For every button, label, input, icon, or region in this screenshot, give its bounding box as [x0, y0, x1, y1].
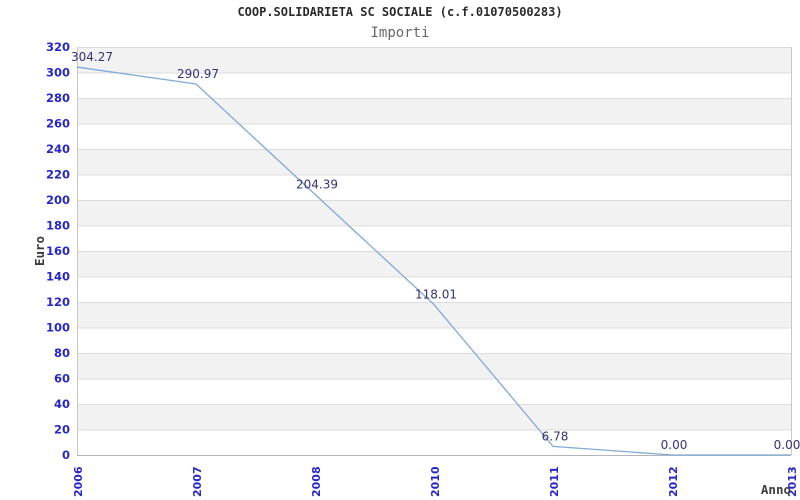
y-tick-label: 220 — [46, 168, 70, 182]
y-axis-title: Euro — [32, 236, 47, 266]
y-tick-label: 40 — [54, 397, 70, 411]
y-tick-label: 160 — [46, 244, 70, 258]
y-tick-label: 140 — [46, 270, 70, 284]
y-tick-label: 300 — [46, 66, 70, 80]
point-label: 6.78 — [542, 429, 569, 443]
x-tick-label: 2006 — [72, 466, 85, 497]
y-tick-label: 60 — [54, 372, 70, 386]
y-tick-label: 0 — [62, 448, 70, 462]
x-tick-label: 2011 — [548, 466, 561, 497]
grid-band — [77, 404, 791, 430]
x-tick-label: 2010 — [429, 466, 442, 497]
point-label: 304.27 — [71, 50, 113, 64]
x-tick-label: 2013 — [786, 466, 799, 497]
point-label: 204.39 — [296, 177, 338, 191]
y-tick-label: 260 — [46, 117, 70, 131]
x-tick-label: 2012 — [667, 466, 680, 497]
y-tick-label: 100 — [46, 321, 70, 335]
point-label: 118.01 — [415, 288, 457, 302]
y-tick-label: 20 — [54, 423, 70, 437]
y-tick-label: 200 — [46, 193, 70, 207]
point-label: 0.00 — [774, 438, 800, 452]
chart-title: COOP.SOLIDARIETA SC SOCIALE (c.f.0107050… — [237, 5, 563, 19]
grid-band — [77, 149, 791, 175]
series-line — [76, 66, 791, 456]
x-tick-label: 2007 — [191, 466, 204, 497]
grid-band — [77, 251, 791, 277]
grid-band — [77, 353, 791, 379]
x-axis-title: Anno — [761, 482, 791, 497]
point-label: 0.00 — [661, 438, 688, 452]
x-tick-label: 2008 — [310, 466, 323, 497]
y-tick-label: 280 — [46, 91, 70, 105]
point-label: 290.97 — [177, 67, 219, 81]
grid-band — [77, 302, 791, 328]
chart-subtitle: Importi — [370, 25, 430, 41]
grid-band — [77, 98, 791, 124]
y-tick-label: 320 — [46, 40, 70, 54]
y-tick-label: 80 — [54, 346, 70, 360]
grid-band — [77, 200, 791, 226]
grid-band — [77, 47, 791, 73]
y-tick-label: 240 — [46, 142, 70, 156]
y-tick-label: 120 — [46, 295, 70, 309]
y-tick-label: 180 — [46, 219, 70, 233]
